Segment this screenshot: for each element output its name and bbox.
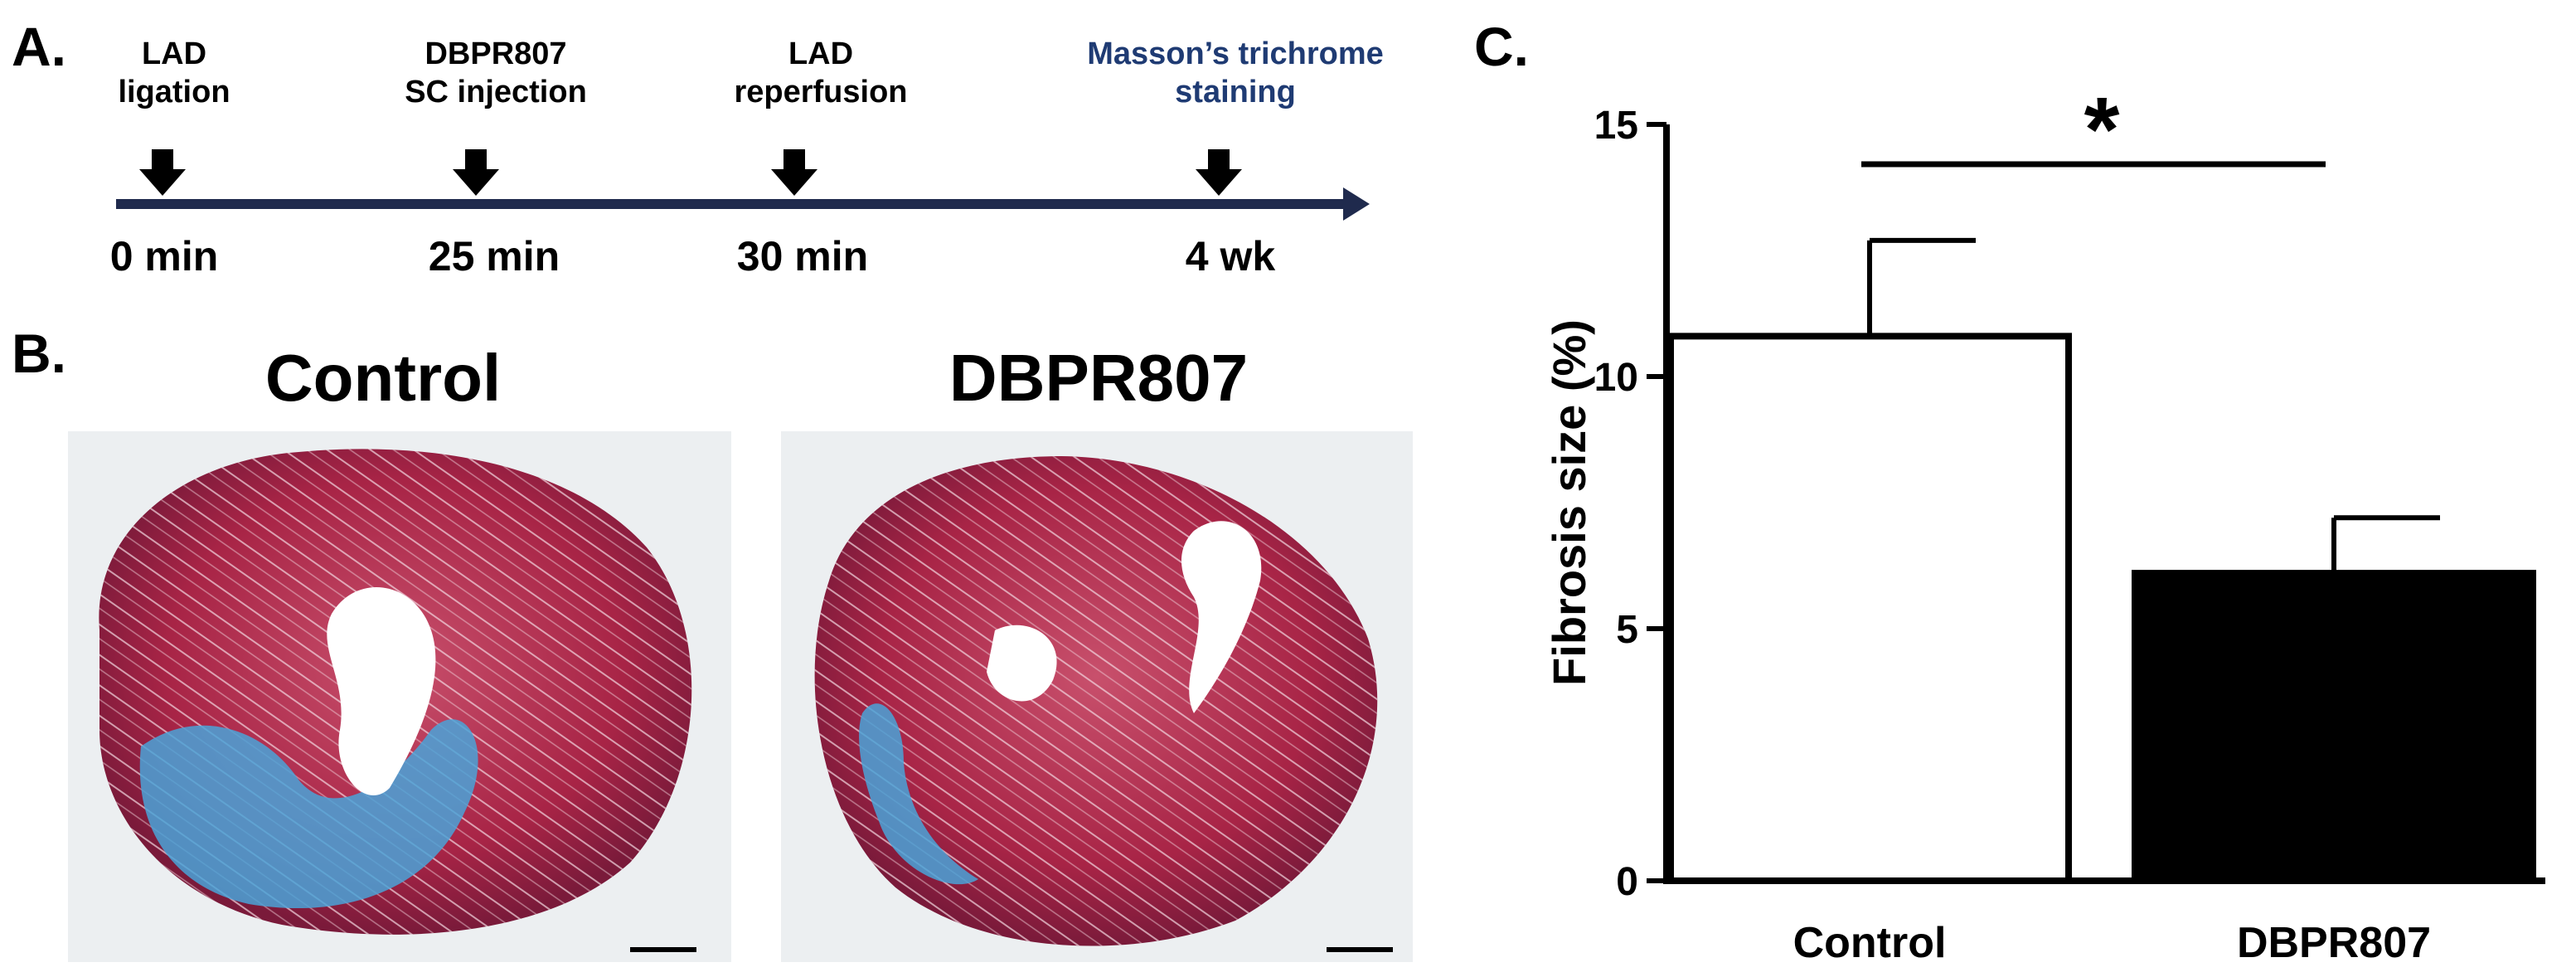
down-arrow-icon	[453, 149, 499, 196]
timeline-event-label: Masson’s trichrome staining	[1087, 36, 1384, 109]
panel-label-a: A.	[12, 16, 66, 77]
timeline-time: 0 min	[109, 233, 219, 279]
panel-label-b: B.	[12, 323, 66, 384]
treated-lumen	[1181, 521, 1262, 713]
y-tick-label: 0	[1616, 860, 1638, 904]
control-image-title: Control	[264, 341, 502, 415]
down-arrow-icon	[1196, 149, 1242, 196]
y-axis-label: Fibrosis size (%)	[1543, 319, 1595, 686]
timeline-event-label: LAD reperfusion	[734, 36, 908, 109]
y-tick-label: 15	[1594, 104, 1638, 148]
x-tick-label: DBPR807	[2237, 919, 2431, 967]
y-tick-label: 10	[1594, 356, 1638, 400]
timeline-arrowhead	[1343, 187, 1370, 221]
scale-bar	[630, 947, 696, 952]
timeline-event-label: DBPR807 SC injection	[405, 36, 587, 109]
x-tick-label: Control	[1793, 919, 1947, 967]
down-arrow-icon	[139, 149, 186, 196]
bar-dbpr807	[2132, 570, 2536, 884]
timeline-time: 4 wk	[1185, 233, 1276, 279]
down-arrow-icon	[771, 149, 817, 196]
treated-image-title: DBPR807	[948, 341, 1249, 415]
histology-images	[68, 431, 1413, 962]
treated-fibrosis-region	[859, 703, 978, 885]
significance-star: *	[2084, 79, 2120, 181]
control-lumen	[327, 586, 436, 796]
y-tick-label: 5	[1616, 608, 1638, 652]
timeline-time: 30 min	[736, 233, 869, 279]
timeline-time: 25 min	[428, 233, 560, 279]
timeline-graphic	[116, 149, 1370, 221]
scale-bar	[1327, 947, 1393, 952]
bar-control	[1667, 333, 2072, 884]
timeline-event-label: LAD ligation	[118, 36, 230, 109]
control-histology-image	[68, 431, 731, 962]
treated-histology-image	[781, 431, 1413, 962]
control-fibrosis-region	[139, 719, 478, 909]
panel-label-c: C.	[1474, 16, 1529, 77]
